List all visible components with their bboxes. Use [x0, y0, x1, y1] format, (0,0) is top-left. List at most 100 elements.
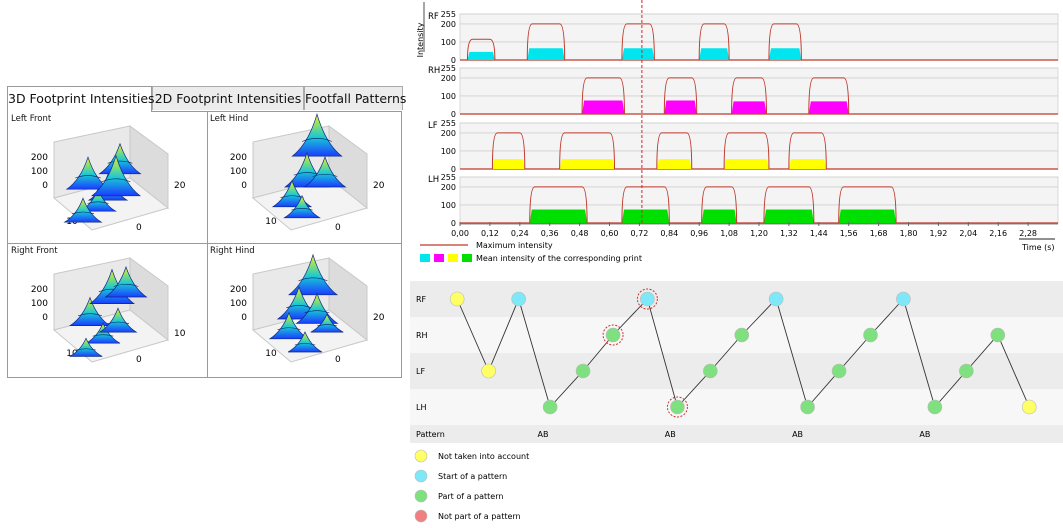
footfall-point — [542, 399, 558, 415]
footfall-point — [703, 363, 718, 379]
footfall-point — [640, 291, 655, 307]
mean-intensity-bar — [621, 48, 655, 60]
contour-line — [113, 283, 139, 287]
legend-label: Maximum intensity — [476, 241, 553, 250]
y-tick-label: 20 — [174, 181, 186, 191]
x-axis-label: Time (s) — [1021, 243, 1055, 252]
max-intensity-line — [768, 23, 802, 61]
tab-2d-footprint[interactable]: 2D Footprint Intensities — [152, 86, 304, 110]
footfall-point — [831, 363, 847, 379]
surface-panel-title: Left Hind — [210, 114, 249, 124]
tab-3d-footprint[interactable]: 3D Footprint Intensities — [7, 86, 155, 112]
mean-intensity-bar — [656, 159, 692, 169]
surface-peak — [291, 112, 343, 157]
contour-line — [78, 313, 102, 317]
x-tick-label: 0,72 — [630, 229, 648, 238]
y-tick-label: 0 — [335, 223, 341, 233]
y-tick-label: 100 — [441, 92, 456, 101]
contour-line — [71, 211, 95, 215]
contour-line — [106, 321, 130, 325]
row-band — [410, 281, 1063, 317]
x-tick-label: 10 — [66, 349, 78, 359]
z-tick-label: 0 — [42, 313, 48, 323]
x-tick-label: 1,92 — [929, 229, 947, 238]
x-tick-label: 10 — [265, 217, 277, 227]
mean-intensity-bar — [808, 101, 849, 114]
divider — [207, 112, 208, 377]
mean-intensity-bar — [559, 159, 615, 169]
pattern-name: AB — [792, 430, 803, 439]
x-tick-label: 0,96 — [690, 229, 708, 238]
surface-peak — [287, 331, 323, 353]
z-tick-label: 0 — [241, 181, 247, 191]
x-tick-label: 1,08 — [720, 229, 738, 238]
z-tick-label: 200 — [230, 153, 247, 163]
max-intensity-line — [788, 132, 827, 170]
max-intensity-line — [698, 23, 730, 61]
pattern-label: Pattern — [416, 430, 445, 439]
x-tick-label: 1,80 — [900, 229, 918, 238]
row-label: LF — [416, 367, 425, 376]
surface-panel-right-front: Right Front 200 100 0 10 10 0 — [8, 244, 204, 376]
contour-line — [317, 324, 337, 327]
z-tick-label: 100 — [31, 299, 48, 309]
x-tick-label: 2,04 — [959, 229, 977, 238]
surface-peak — [69, 296, 111, 326]
contour-line — [277, 327, 301, 330]
surface-peak — [63, 197, 103, 223]
mean-intensity-bar — [731, 101, 767, 114]
pattern-name: AB — [537, 430, 548, 439]
x-tick-label: 1,44 — [810, 229, 828, 238]
legend-marker — [414, 469, 428, 483]
y-tick-label: 0 — [136, 223, 142, 233]
max-intensity-line — [808, 77, 850, 115]
legend-label: Mean intensity of the corresponding prin… — [476, 254, 642, 263]
contour-line — [304, 310, 330, 314]
surface-panel-left-hind: Left Hind 200 100 0 10 20 0 — [207, 112, 403, 244]
x-tick-label: 1,20 — [750, 229, 768, 238]
footfall-point — [449, 291, 465, 307]
x-tick-label: 2,28 — [1019, 229, 1037, 238]
mean-intensity-bar — [492, 159, 525, 169]
x-tick-label: 0,24 — [511, 229, 529, 238]
contour-line — [298, 277, 328, 282]
legend-label: Part of a pattern — [438, 492, 503, 501]
footfall-point — [768, 291, 784, 307]
max-intensity-line — [656, 132, 693, 170]
tab-footfall-patterns[interactable]: Footfall Patterns — [304, 86, 406, 110]
mean-intensity-bar — [467, 51, 495, 60]
footfall-point — [734, 327, 750, 343]
contour-line — [291, 208, 313, 211]
max-intensity-line — [723, 132, 770, 170]
y-tick-label: 10 — [174, 329, 186, 339]
mean-intensity-bar — [763, 209, 814, 223]
mean-intensity-bar — [768, 48, 802, 60]
z-tick-label: 200 — [230, 285, 247, 295]
x-tick-label: 0,00 — [451, 229, 469, 238]
x-tick-label: 0,36 — [541, 229, 559, 238]
x-tick-label: 1,32 — [780, 229, 798, 238]
highlight-ring — [636, 288, 658, 310]
mean-intensity-bar — [664, 100, 697, 114]
x-tick-label: 1,56 — [840, 229, 858, 238]
tab-bar: 3D Footprint Intensities 2D Footprint In… — [7, 86, 406, 112]
row-band — [410, 389, 1063, 425]
x-tick-label: 0,12 — [481, 229, 499, 238]
x-tick-label: 0,48 — [571, 229, 589, 238]
contour-line — [76, 348, 96, 351]
footfall-point — [670, 399, 685, 415]
y-tick-label: 0 — [451, 219, 456, 228]
legend-marker — [414, 449, 428, 463]
legend-label: Not taken into account — [438, 452, 529, 461]
legend-swatch — [462, 254, 472, 262]
y-tick-label: 100 — [441, 201, 456, 210]
surface-peak — [310, 313, 344, 333]
y-tick-label: 200 — [441, 129, 456, 138]
y-tick-label: 0 — [136, 355, 142, 365]
footfall-point — [959, 363, 974, 379]
legend-swatch — [434, 254, 444, 262]
max-intensity-line — [731, 77, 767, 115]
y-tick-label: 20 — [373, 313, 385, 323]
pattern-band — [410, 425, 1063, 443]
